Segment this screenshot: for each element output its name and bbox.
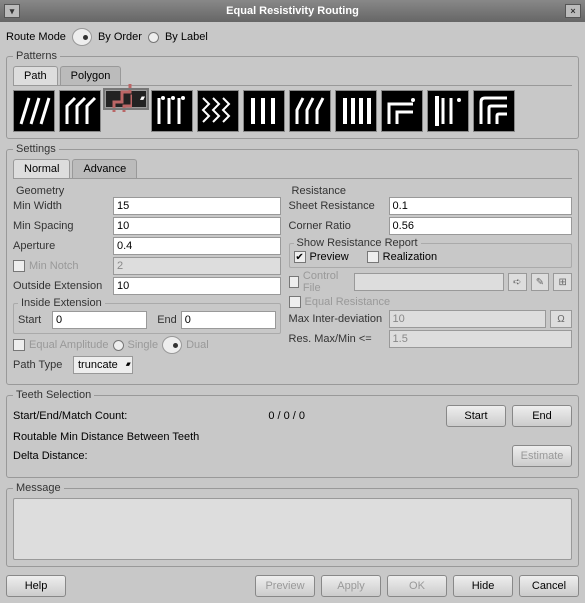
min-spacing-label: Min Spacing — [13, 220, 109, 232]
teeth-end-button[interactable]: End — [512, 405, 572, 427]
tab-normal[interactable]: Normal — [13, 159, 70, 178]
patterns-group: Patterns Path Polygon — [6, 50, 579, 139]
ok-button[interactable]: OK — [387, 575, 447, 597]
path-type-select[interactable]: truncate — [73, 356, 133, 374]
hide-button[interactable]: Hide — [453, 575, 513, 597]
corner-ratio-input[interactable] — [389, 217, 572, 235]
equal-amp-single-radio — [113, 340, 124, 351]
sheet-res-label: Sheet Resistance — [289, 200, 385, 212]
outside-ext-input[interactable] — [113, 277, 281, 295]
tab-path[interactable]: Path — [13, 66, 58, 85]
tab-advance[interactable]: Advance — [72, 159, 137, 178]
min-width-label: Min Width — [13, 200, 109, 212]
settings-group: Settings Normal Advance Geometry Min Wid… — [6, 143, 579, 385]
message-box — [13, 498, 572, 560]
teeth-legend: Teeth Selection — [13, 389, 94, 401]
window-title: Equal Resistivity Routing — [20, 5, 565, 17]
help-button[interactable]: Help — [6, 575, 66, 597]
equal-res-label: Equal Resistance — [305, 296, 391, 308]
equal-amp-dual-radio — [162, 336, 182, 354]
cancel-button[interactable]: Cancel — [519, 575, 579, 597]
inside-start-input[interactable] — [52, 311, 147, 329]
path-type-label: Path Type — [13, 359, 69, 371]
geometry-group: Geometry Min Width Min Spacing Aperture … — [13, 185, 281, 376]
route-mode-by-label-radio[interactable] — [148, 32, 159, 43]
min-notch-input — [113, 257, 281, 275]
apply-button[interactable]: Apply — [321, 575, 381, 597]
patterns-legend: Patterns — [13, 50, 60, 62]
equal-amp-dual-label: Dual — [186, 339, 209, 351]
pattern-9[interactable] — [381, 90, 423, 132]
pattern-2[interactable] — [59, 90, 101, 132]
route-mode-by-label-label: By Label — [165, 31, 208, 43]
inside-start-label: Start — [18, 314, 48, 326]
aperture-input[interactable] — [113, 237, 281, 255]
pattern-3[interactable] — [105, 90, 147, 108]
geometry-legend: Geometry — [13, 185, 67, 197]
message-legend: Message — [13, 482, 64, 494]
route-mode-label: Route Mode — [6, 31, 66, 43]
teeth-count-label: Start/End/Match Count: — [13, 410, 127, 422]
aperture-label: Aperture — [13, 240, 109, 252]
teeth-start-button[interactable]: Start — [446, 405, 506, 427]
pattern-11[interactable] — [473, 90, 515, 132]
max-inter-label: Max Inter-deviation — [289, 313, 385, 325]
realization-label: Realization — [383, 251, 437, 263]
max-inter-input — [389, 310, 546, 328]
inside-ext-group: Inside Extension Start End — [13, 297, 281, 334]
pattern-6[interactable] — [243, 90, 285, 132]
resistance-group: Resistance Sheet Resistance Corner Ratio… — [289, 185, 572, 350]
pattern-8[interactable] — [335, 90, 377, 132]
equal-amp-single-label: Single — [128, 339, 159, 351]
pattern-1[interactable] — [13, 90, 55, 132]
inside-end-input[interactable] — [181, 311, 276, 329]
teeth-routable-label: Routable Min Distance Between Teeth — [13, 431, 572, 443]
corner-ratio-label: Corner Ratio — [289, 220, 385, 232]
inside-ext-legend: Inside Extension — [18, 297, 105, 309]
min-spacing-input[interactable] — [113, 217, 281, 235]
res-maxmin-label: Res. Max/Min <= — [289, 333, 385, 345]
route-mode-by-order-radio[interactable] — [72, 28, 92, 46]
teeth-count-value: 0 / 0 / 0 — [133, 410, 440, 422]
resistance-legend: Resistance — [289, 185, 349, 197]
control-file-label: Control File — [303, 270, 350, 294]
preview-label: Preview — [310, 251, 349, 263]
control-file-edit-icon: ✎ — [531, 273, 550, 291]
min-notch-label: Min Notch — [29, 260, 109, 272]
realization-checkbox[interactable] — [367, 251, 379, 263]
outside-ext-label: Outside Extension — [13, 280, 109, 292]
equal-amp-label: Equal Amplitude — [29, 339, 109, 351]
close-icon[interactable]: × — [565, 4, 581, 18]
preview-button[interactable]: Preview — [255, 575, 315, 597]
pattern-7[interactable] — [289, 90, 331, 132]
settings-legend: Settings — [13, 143, 59, 155]
window-menu-icon[interactable]: ▾ — [4, 4, 20, 18]
teeth-delta-label: Delta Distance: — [13, 450, 88, 462]
pattern-5[interactable] — [197, 90, 239, 132]
res-maxmin-input — [389, 330, 572, 348]
min-notch-checkbox[interactable] — [13, 260, 25, 272]
pattern-4[interactable] — [151, 90, 193, 132]
message-group: Message — [6, 482, 579, 567]
show-report-legend: Show Resistance Report — [294, 237, 421, 249]
min-width-input[interactable] — [113, 197, 281, 215]
teeth-group: Teeth Selection Start/End/Match Count: 0 … — [6, 389, 579, 478]
preview-checkbox[interactable] — [294, 251, 306, 263]
equal-res-checkbox — [289, 296, 301, 308]
control-file-checkbox — [289, 276, 299, 288]
control-file-input — [354, 273, 504, 291]
max-inter-refresh-icon: Ω — [550, 310, 572, 328]
control-file-browse-icon: ⊞ — [553, 273, 572, 291]
pattern-10[interactable] — [427, 90, 469, 132]
estimate-button[interactable]: Estimate — [512, 445, 572, 467]
equal-amp-checkbox — [13, 339, 25, 351]
inside-end-label: End — [151, 314, 177, 326]
sheet-res-input[interactable] — [389, 197, 572, 215]
route-mode-by-order-label: By Order — [98, 31, 142, 43]
control-file-go-icon: ➪ — [508, 273, 527, 291]
show-report-group: Show Resistance Report Preview Realizatio… — [289, 237, 572, 268]
